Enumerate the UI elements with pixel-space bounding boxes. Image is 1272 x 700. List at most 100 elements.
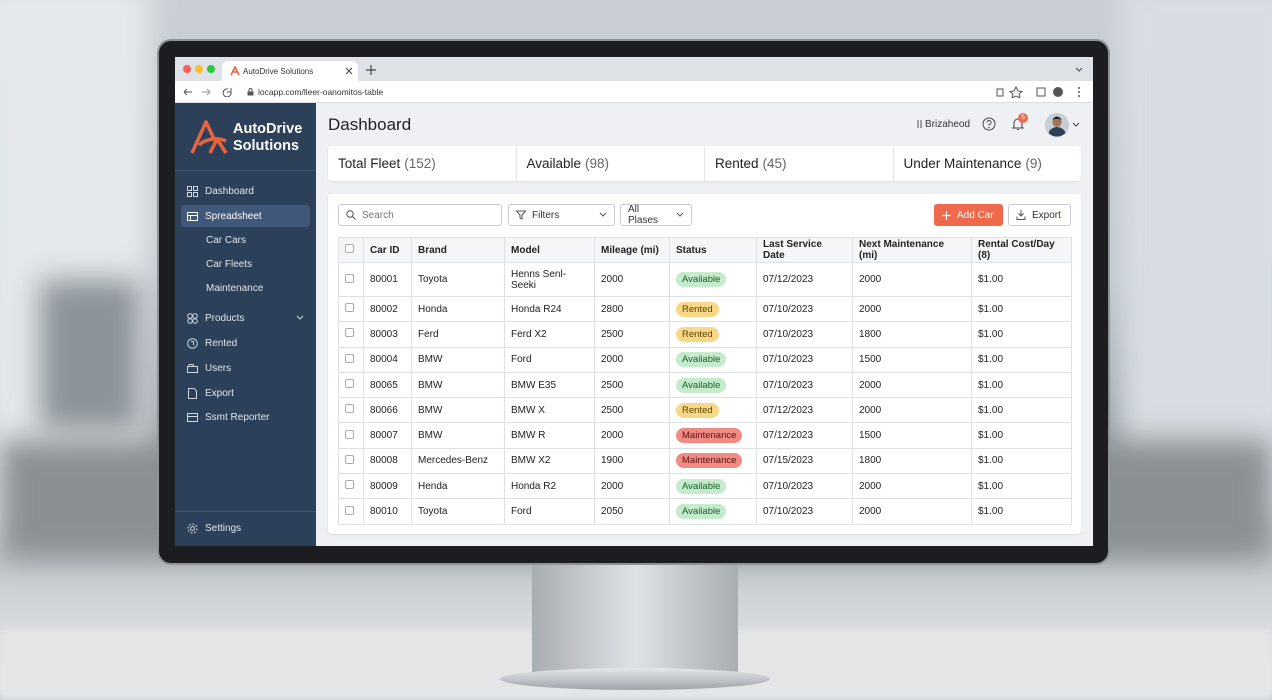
- nav-buttons[interactable]: [183, 87, 243, 97]
- browser-tab[interactable]: AutoDrive Solutions: [222, 61, 358, 81]
- menu-item[interactable]: Products: [181, 307, 310, 329]
- browser-actions[interactable]: [995, 86, 1085, 98]
- checkbox[interactable]: [345, 454, 354, 464]
- add-car-button[interactable]: Add Car: [934, 204, 1003, 226]
- table-cell: 2000: [594, 262, 670, 297]
- menu-item[interactable]: Settings: [181, 517, 310, 539]
- status-pill: Available: [676, 478, 727, 494]
- column-header: Model: [504, 237, 595, 263]
- menu-label: Users: [205, 362, 232, 374]
- menu-item[interactable]: Export: [181, 382, 310, 404]
- table-cell: 2000: [594, 473, 670, 500]
- column-header: Status: [669, 237, 757, 263]
- checkbox[interactable]: [345, 328, 354, 338]
- help-icon[interactable]: [982, 117, 996, 131]
- search-box[interactable]: Search: [338, 204, 502, 226]
- stat[interactable]: Rented (45): [704, 146, 893, 181]
- divider: [175, 170, 316, 171]
- select-all[interactable]: [338, 237, 364, 263]
- table-row[interactable]: 80003 Ferd Ferd X2 2500 Rented 07/10/2023 1800…: [338, 321, 1072, 348]
- minimize-dot[interactable]: [195, 65, 203, 73]
- table-row[interactable]: 80066 BMW BMW X 2500 Rented 07/12/2023 2000 $1.…: [338, 397, 1072, 424]
- menu-item[interactable]: Ssmt Reporter: [181, 406, 310, 428]
- page-title: Dashboard: [328, 115, 412, 134]
- table-cell: Honda: [411, 295, 505, 323]
- user-icon: [917, 120, 922, 128]
- table-row[interactable]: 80001 Toyota Henns Senl-Seeki 2000 Available…: [338, 262, 1072, 297]
- table-cell: 2000: [852, 498, 972, 525]
- menu-item[interactable]: Rented: [181, 332, 310, 354]
- table-cell: 07/10/2023: [756, 473, 853, 500]
- table-cell: 2000: [852, 473, 972, 500]
- table-cell: $1.00: [971, 371, 1072, 399]
- column-header: Mileage (mi): [594, 237, 670, 263]
- user-name[interactable]: Brizaheod: [925, 119, 971, 130]
- screen: AutoDrive Solutions locapp.com/lleer-oan…: [175, 57, 1093, 546]
- maximize-dot[interactable]: [207, 65, 215, 73]
- stat-label: Total Fleet: [338, 156, 401, 171]
- table-cell: $1.00: [971, 295, 1072, 323]
- column-header: Last Service Date: [756, 237, 853, 263]
- new-tab[interactable]: [366, 65, 376, 75]
- checkbox[interactable]: [345, 244, 354, 253]
- filter-button[interactable]: Filters: [508, 204, 615, 226]
- table-cell: BMW R: [504, 422, 595, 449]
- brand-logo: [190, 120, 228, 154]
- checkbox[interactable]: [345, 273, 354, 283]
- table-row[interactable]: 80002 Honda Honda R24 2800 Rented 07/10/2023 2…: [338, 295, 1072, 323]
- tab-close[interactable]: [345, 67, 353, 75]
- table-cell: 2000: [852, 295, 972, 323]
- monitor-stand: [532, 565, 738, 675]
- checkbox[interactable]: [345, 429, 354, 439]
- table-cell: 80007: [363, 422, 412, 449]
- export-button[interactable]: Export: [1008, 204, 1071, 226]
- submenu-item[interactable]: Car Cars: [181, 229, 310, 251]
- tab-title: AutoDrive Solutions: [243, 67, 314, 76]
- table-cell: Honda R24: [504, 295, 595, 323]
- table-row[interactable]: 80008 Mercedes-Benz BMW X2 1900 Maintenance 0…: [338, 447, 1072, 475]
- checkbox[interactable]: [345, 379, 354, 389]
- checkbox[interactable]: [345, 505, 354, 515]
- close-dot[interactable]: [183, 65, 191, 73]
- window-light: [1120, 0, 1272, 520]
- select-cell: [338, 262, 364, 297]
- stat[interactable]: Under Maintenance (9): [892, 146, 1082, 181]
- stat[interactable]: Total Fleet (152): [328, 146, 516, 181]
- table-row[interactable]: 80009 Henda Honda R2 2000 Available 07/10/202…: [338, 473, 1072, 500]
- table-row[interactable]: 80007 BMW BMW R 2000 Maintenance 07/12/2023 15…: [338, 422, 1072, 449]
- table-cell: 1900: [594, 447, 670, 475]
- checkbox[interactable]: [345, 404, 354, 414]
- table-row[interactable]: 80004 BMW Ford 2000 Available 07/10/2023 1500 $…: [338, 346, 1072, 373]
- button-label: Add Car: [957, 209, 994, 221]
- checkbox[interactable]: [345, 303, 354, 313]
- place-filter[interactable]: All Plases: [620, 204, 692, 226]
- menu-item-active[interactable]: Spreadsheet: [181, 205, 310, 227]
- menu-item[interactable]: Dashboard: [181, 180, 310, 202]
- status-cell: Available: [669, 262, 757, 297]
- table-cell: 2500: [594, 371, 670, 399]
- submenu-item[interactable]: Car Fleets: [181, 253, 310, 275]
- checkbox[interactable]: [345, 353, 354, 363]
- tab-menu[interactable]: [1075, 67, 1083, 73]
- cars-table: Car ID Brand Model Mileage (mi) Status Last S…: [338, 237, 1072, 525]
- checkbox[interactable]: [345, 480, 354, 490]
- table-cell: $1.00: [971, 422, 1072, 449]
- submenu-item[interactable]: Maintenance: [181, 277, 310, 299]
- table-row[interactable]: 80010 Toyota Ford 2050 Available 07/10/2023 20…: [338, 498, 1072, 525]
- menu-item[interactable]: Users: [181, 357, 310, 379]
- table-cell: $1.00: [971, 498, 1072, 525]
- status-cell: Available: [669, 473, 757, 500]
- menu-label: Spreadsheet: [205, 210, 262, 222]
- table-cell: BMW: [411, 422, 505, 449]
- icon: [187, 312, 198, 324]
- table-row[interactable]: 80065 BMW BMW E35 2500 Available 07/10/2023 20…: [338, 371, 1072, 399]
- avatar-chevron[interactable]: [1072, 122, 1080, 128]
- table-cell: $1.00: [971, 321, 1072, 348]
- url[interactable]: locapp.com/lleer-oanomitos-table: [258, 87, 384, 97]
- stat[interactable]: Available (98): [515, 146, 705, 181]
- table-cell: 80001: [363, 262, 412, 297]
- table-cell: BMW: [411, 371, 505, 399]
- avatar[interactable]: [1045, 113, 1069, 137]
- table-cell: 07/12/2023: [756, 422, 853, 449]
